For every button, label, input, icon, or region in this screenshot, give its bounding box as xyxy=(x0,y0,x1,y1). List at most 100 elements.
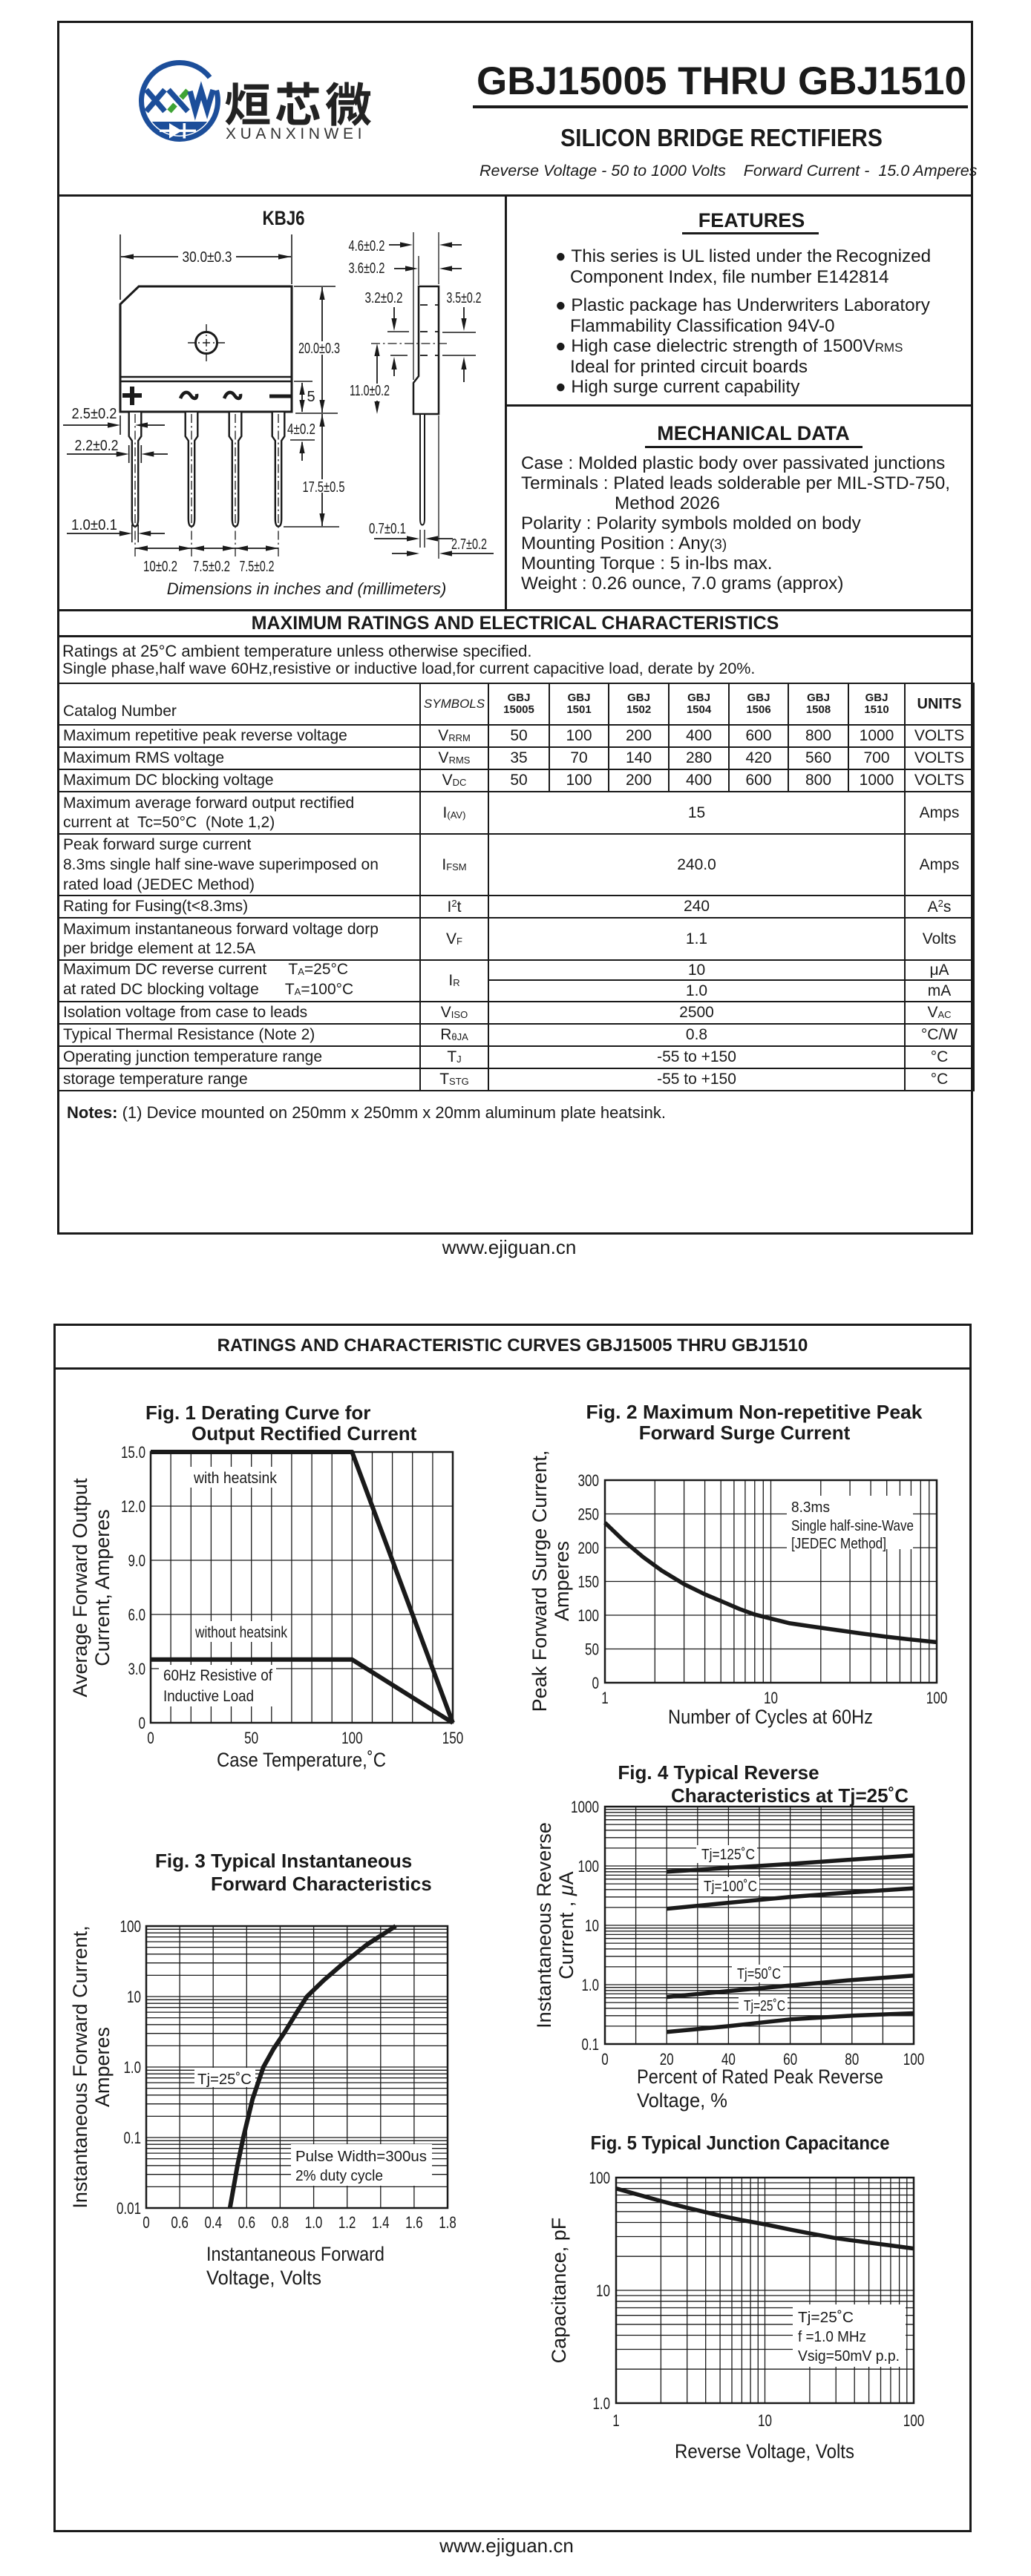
svg-text:0.6: 0.6 xyxy=(171,2213,189,2232)
svg-text:0: 0 xyxy=(147,1729,154,1747)
svg-text:80: 80 xyxy=(845,2050,859,2069)
svg-text:Tj=100˚C: Tj=100˚C xyxy=(704,1879,757,1895)
svg-text:Average Forward Output: Average Forward Output xyxy=(69,1478,91,1698)
svg-text:1: 1 xyxy=(601,1689,609,1707)
svg-text:150: 150 xyxy=(578,1573,600,1591)
svg-text:Characteristics at Tj=25˚C: Characteristics at Tj=25˚C xyxy=(671,1784,909,1807)
svg-text:1.0: 1.0 xyxy=(582,1976,600,1994)
svg-text:10: 10 xyxy=(127,1988,141,2006)
svg-text:Tj=25˚C: Tj=25˚C xyxy=(798,2310,854,2326)
svg-text:1.2: 1.2 xyxy=(338,2213,356,2232)
svg-text:100: 100 xyxy=(578,1606,600,1625)
svg-text:3.0: 3.0 xyxy=(128,1660,146,1678)
svg-text:0.1: 0.1 xyxy=(582,2035,600,2054)
svg-text:50: 50 xyxy=(585,1640,599,1659)
svg-text:Tj=25˚C: Tj=25˚C xyxy=(744,1998,785,2014)
svg-text:3.2±0.2: 3.2±0.2 xyxy=(365,290,403,306)
svg-text:1.0±0.1: 1.0±0.1 xyxy=(71,517,117,533)
svg-text:10: 10 xyxy=(596,2281,610,2300)
svg-text:6.0: 6.0 xyxy=(128,1606,146,1624)
svg-text:2.7±0.2: 2.7±0.2 xyxy=(451,536,487,553)
svg-text:250: 250 xyxy=(578,1505,600,1524)
svg-text:2.5±0.2: 2.5±0.2 xyxy=(72,406,117,422)
svg-text:100: 100 xyxy=(341,1729,363,1747)
svg-text:Tj=25˚C: Tj=25˚C xyxy=(197,2071,252,2088)
svg-text:[JEDEC Method]: [JEDEC Method] xyxy=(791,1536,886,1552)
svg-text:10: 10 xyxy=(585,1916,599,1935)
svg-text:0: 0 xyxy=(139,1714,146,1732)
svg-text:11.0±0.2: 11.0±0.2 xyxy=(350,383,390,399)
svg-text:Tj=50˚C: Tj=50˚C xyxy=(737,1966,781,1982)
svg-text:Percent of Rated Peak Reverse: Percent of Rated Peak Reverse xyxy=(637,2066,883,2088)
svg-text:100: 100 xyxy=(926,1689,948,1707)
svg-text:Single half-sine-Wave: Single half-sine-Wave xyxy=(791,1518,914,1534)
svg-text:KBJ6: KBJ6 xyxy=(263,207,305,229)
svg-text:Instantaneous Reverse: Instantaneous Reverse xyxy=(533,1822,555,2028)
svg-text:40: 40 xyxy=(721,2050,736,2069)
svg-text:8.3ms: 8.3ms xyxy=(791,1499,830,1516)
svg-text:Amperes: Amperes xyxy=(91,2027,114,2107)
svg-text:Pulse Width=300us: Pulse Width=300us xyxy=(295,2149,427,2165)
svg-text:Inductive Load: Inductive Load xyxy=(163,1688,254,1705)
svg-text:Instantaneous Forward Current,: Instantaneous Forward Current, xyxy=(69,1925,91,2208)
svg-text:Voltage, Volts: Voltage, Volts xyxy=(206,2267,321,2289)
svg-text:Forward Surge Current: Forward Surge Current xyxy=(639,1422,851,1444)
svg-text:0.4: 0.4 xyxy=(204,2213,222,2232)
svg-text:2.2±0.2: 2.2±0.2 xyxy=(75,438,119,454)
svg-text:Capacitance, pF: Capacitance, pF xyxy=(548,2218,570,2364)
svg-text:Peak Forward Surge Current,: Peak Forward Surge Current, xyxy=(528,1450,551,1712)
svg-text:5: 5 xyxy=(307,389,315,405)
svg-text:1000: 1000 xyxy=(571,1798,599,1816)
svg-text:Dimensions in inches and (mill: Dimensions in inches and (millimeters) xyxy=(167,579,447,598)
svg-text:0.01: 0.01 xyxy=(117,2199,141,2218)
svg-text:100: 100 xyxy=(903,2411,925,2430)
svg-text:100: 100 xyxy=(903,2050,925,2069)
svg-text:17.5±0.5: 17.5±0.5 xyxy=(303,479,345,496)
svg-text:1.0: 1.0 xyxy=(124,2058,142,2077)
svg-text:Output Rectified Current: Output Rectified Current xyxy=(192,1422,417,1445)
svg-text:Fig. 5 Typical Junction Capaci: Fig. 5 Typical Junction Capacitance xyxy=(591,2132,890,2154)
svg-text:Forward Characteristics: Forward Characteristics xyxy=(211,1873,432,1895)
svg-text:0.6: 0.6 xyxy=(238,2213,256,2232)
svg-text:Amperes: Amperes xyxy=(551,1541,573,1621)
svg-text:20: 20 xyxy=(660,2050,674,2069)
svg-text:200: 200 xyxy=(578,1539,600,1557)
svg-text:Fig. 4 Typical Reverse: Fig. 4 Typical Reverse xyxy=(618,1761,819,1784)
svg-text:100: 100 xyxy=(589,2169,611,2187)
svg-text:1.0: 1.0 xyxy=(593,2394,611,2413)
svg-text:9.0: 9.0 xyxy=(128,1551,146,1570)
svg-text:3.5±0.2: 3.5±0.2 xyxy=(447,290,482,306)
svg-text:Current, Amperes: Current, Amperes xyxy=(91,1509,114,1666)
svg-text:Fig. 3 Typical Instantaneous: Fig. 3 Typical Instantaneous xyxy=(155,1850,412,1872)
svg-text:10: 10 xyxy=(764,1689,778,1707)
svg-text:15.0: 15.0 xyxy=(121,1443,145,1462)
svg-text:0: 0 xyxy=(592,1674,600,1692)
svg-text:50: 50 xyxy=(244,1729,258,1747)
svg-text:0.8: 0.8 xyxy=(272,2213,289,2232)
svg-text:150: 150 xyxy=(442,1729,464,1747)
svg-text:Case Temperature,˚C: Case Temperature,˚C xyxy=(217,1749,386,1771)
svg-text:Current , μA: Current , μA xyxy=(555,1871,577,1979)
svg-text:Tj=125˚C: Tj=125˚C xyxy=(701,1847,755,1863)
svg-text:60: 60 xyxy=(783,2050,797,2069)
svg-text:0: 0 xyxy=(143,2213,150,2232)
svg-text:2% duty cycle: 2% duty cycle xyxy=(295,2168,383,2184)
svg-text:1: 1 xyxy=(612,2411,620,2430)
svg-text:Number of Cycles at 60Hz: Number of Cycles at 60Hz xyxy=(668,1706,873,1728)
svg-text:100: 100 xyxy=(578,1857,600,1876)
svg-text:1.0: 1.0 xyxy=(305,2213,323,2232)
svg-text:7.5±0.2: 7.5±0.2 xyxy=(193,559,230,575)
svg-text:10±0.2: 10±0.2 xyxy=(143,559,177,575)
svg-text:Fig. 2 Maximum Non-repetitive: Fig. 2 Maximum Non-repetitive Peak xyxy=(586,1401,923,1423)
svg-text:Voltage, %: Voltage, % xyxy=(637,2089,727,2112)
svg-text:4±0.2: 4±0.2 xyxy=(287,421,315,438)
svg-text:10: 10 xyxy=(758,2411,772,2430)
svg-text:0: 0 xyxy=(601,2050,609,2069)
svg-text:300: 300 xyxy=(578,1471,600,1490)
svg-text:1.4: 1.4 xyxy=(372,2213,390,2232)
svg-text:4.6±0.2: 4.6±0.2 xyxy=(349,238,385,254)
svg-text:7.5±0.2: 7.5±0.2 xyxy=(240,559,275,575)
svg-text:1.8: 1.8 xyxy=(439,2213,456,2232)
svg-text:with heatsink: with heatsink xyxy=(193,1470,277,1487)
svg-text:3.6±0.2: 3.6±0.2 xyxy=(349,260,385,277)
